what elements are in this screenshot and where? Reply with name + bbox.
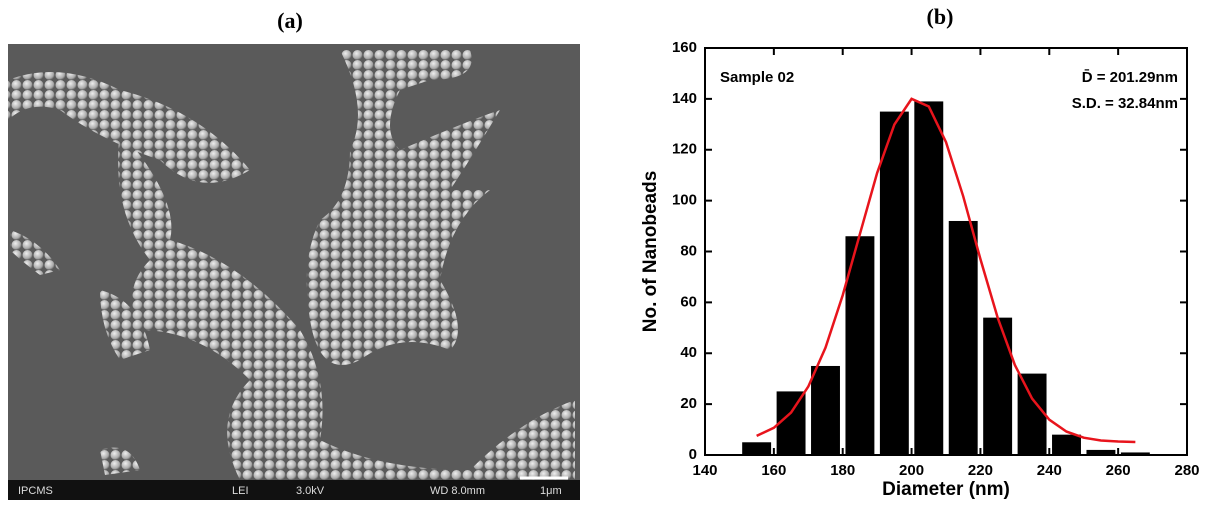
x-tick-label: 140: [692, 462, 717, 479]
x-tick-label: 260: [1106, 462, 1131, 479]
y-tick-label: 40: [680, 344, 697, 361]
info-text: 3.0kV: [296, 485, 325, 497]
bar: [1120, 452, 1150, 455]
x-tick-label: 180: [830, 462, 855, 479]
y-tick-label: 20: [680, 395, 697, 412]
annotation: S.D. = 32.84nm: [1072, 95, 1178, 112]
fit-curve: [756, 97, 1136, 444]
x-axis-title: Diameter (nm): [882, 479, 1010, 500]
y-tick-label: 160: [672, 39, 697, 56]
bar: [742, 442, 772, 455]
panel-label: (a): [277, 8, 303, 33]
y-axis-title: No. of Nanobeads: [640, 171, 661, 333]
x-tick-label: 240: [1037, 462, 1062, 479]
y-tick-label: 120: [672, 141, 697, 158]
bar: [914, 101, 944, 455]
bar: [1052, 434, 1081, 455]
info-text: WD 8.0mm: [430, 485, 485, 497]
annotation: Sample 02: [720, 69, 794, 86]
bar: [1017, 373, 1047, 455]
x-tick-label: 160: [761, 462, 786, 479]
y-tick-label: 80: [680, 242, 697, 259]
sem-image: [8, 44, 580, 500]
x-tick-label: 280: [1174, 462, 1199, 479]
bar: [879, 111, 909, 455]
y-tick-label: 100: [672, 192, 697, 209]
y-tick-label: 60: [680, 293, 697, 310]
bar: [948, 220, 978, 455]
bar: [811, 365, 840, 455]
y-tick-label: 140: [672, 90, 697, 107]
info-text: LEI: [232, 485, 249, 497]
y-tick-label: 0: [689, 446, 697, 463]
annotation: D̄ = 201.29nm: [1082, 68, 1178, 86]
chart-title: (b): [927, 4, 954, 29]
bar: [776, 391, 806, 455]
x-tick-label: 200: [899, 462, 924, 479]
bar: [983, 317, 1013, 455]
info-text: IPCMS: [18, 485, 53, 497]
bar: [1086, 449, 1116, 455]
info-text: 1μm: [540, 485, 562, 497]
x-tick-label: 220: [968, 462, 993, 479]
